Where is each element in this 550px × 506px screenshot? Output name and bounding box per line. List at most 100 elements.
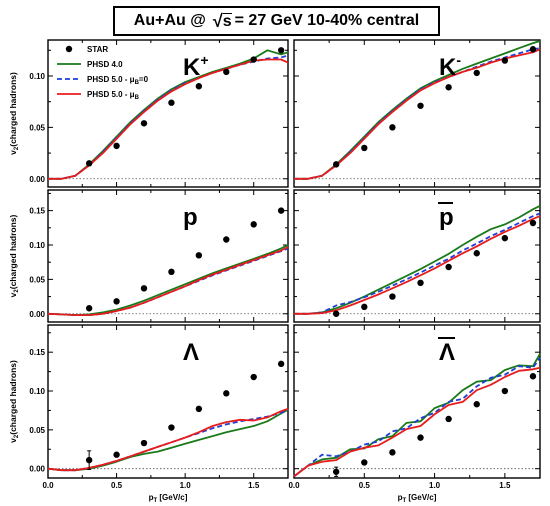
legend-label: STAR bbox=[87, 45, 108, 54]
star-data-point bbox=[501, 234, 509, 242]
x-tick-label: 0.5 bbox=[359, 481, 371, 490]
star-data-point bbox=[113, 298, 120, 305]
particle-charge: + bbox=[200, 52, 208, 68]
star-data-point bbox=[250, 373, 257, 381]
panel-p: 0.00 0.05 0.10 0.15 v2(charged hadrons) p bbox=[8, 189, 289, 323]
x-tick-label: 1.5 bbox=[248, 481, 260, 490]
legend-label: PHSD 5.0 - μB bbox=[87, 90, 140, 101]
y-tick-label: 0.15 bbox=[29, 207, 45, 216]
series-line-phsd-5-0-b bbox=[294, 48, 541, 180]
panel-frame bbox=[293, 189, 541, 323]
star-data-point bbox=[445, 415, 452, 423]
star-data-point bbox=[473, 250, 480, 257]
series-line-phsd-5-0-b-0 bbox=[47, 247, 289, 317]
panel-Lambda: 0.00 0.05 0.10 0.15 v2(charged hadrons) Λ 0.0 0… bbox=[8, 324, 289, 504]
x-tick-label: 0.0 bbox=[42, 481, 54, 490]
x-tick-label: 1.0 bbox=[429, 481, 441, 490]
y-tick-label: 0.00 bbox=[29, 310, 45, 319]
series-line-phsd-4-0 bbox=[47, 244, 289, 317]
star-data-point bbox=[277, 207, 285, 214]
y-tick-label: 0.00 bbox=[29, 465, 45, 474]
panel-frame bbox=[47, 324, 289, 479]
particle-label: p bbox=[439, 204, 454, 231]
star-data-point bbox=[417, 279, 424, 287]
y-tick-label: 0.05 bbox=[29, 426, 45, 435]
series-line-phsd-5-0-b bbox=[48, 58, 289, 180]
series-line-phsd-5-0-b bbox=[47, 246, 289, 317]
star-data-point bbox=[389, 124, 396, 131]
star-data-point bbox=[223, 68, 230, 76]
y-tick-label: 0.10 bbox=[29, 72, 45, 81]
star-data-point bbox=[113, 142, 120, 150]
star-data-point bbox=[389, 293, 396, 300]
star-data-point bbox=[85, 160, 93, 167]
star-data-point bbox=[361, 303, 368, 311]
particle-charge: - bbox=[456, 52, 461, 68]
x-tick-label: 0.0 bbox=[288, 481, 300, 490]
star-data-point bbox=[85, 305, 93, 312]
panel-frame bbox=[47, 189, 289, 323]
star-data-point bbox=[223, 390, 230, 397]
star-data-point bbox=[361, 459, 368, 466]
series-line-phsd-4-0 bbox=[48, 49, 289, 180]
star-data-point bbox=[389, 449, 396, 456]
star-data-point bbox=[529, 219, 537, 227]
y-tick-label: 0.10 bbox=[29, 241, 45, 250]
star-data-point bbox=[417, 102, 424, 109]
x-axis-label: pT [GeV/c] bbox=[149, 493, 188, 504]
star-data-point bbox=[473, 401, 480, 408]
particle-label: Λ bbox=[183, 339, 199, 366]
x-tick-label: 1.5 bbox=[499, 481, 511, 490]
series-line-phsd-5-0-b-0 bbox=[293, 357, 541, 478]
star-data-point bbox=[168, 424, 175, 431]
star-data-point bbox=[168, 99, 175, 106]
panel-p-bar: p bbox=[293, 189, 541, 323]
star-data-point bbox=[195, 252, 203, 259]
star-data-point bbox=[277, 47, 285, 54]
star-data-point bbox=[168, 268, 175, 276]
series-line-phsd-5-0-b bbox=[293, 366, 541, 478]
title-sqrt-var: s bbox=[222, 13, 232, 30]
y-axis-label: v2(charged hadrons) bbox=[8, 360, 20, 443]
star-data-point bbox=[223, 236, 230, 243]
star-data-point bbox=[195, 405, 203, 413]
star-data-point bbox=[195, 83, 203, 90]
series-line-phsd-5-0-b-0 bbox=[48, 54, 289, 180]
star-data-point bbox=[529, 46, 537, 53]
series-line-phsd-5-0-b-0 bbox=[47, 408, 289, 472]
particle-label: p bbox=[183, 204, 198, 231]
star-data-point bbox=[445, 263, 452, 271]
y-axis-label: v2(charged hadrons) bbox=[8, 72, 20, 155]
panel-frame bbox=[47, 39, 289, 188]
series-line-phsd-5-0-b bbox=[294, 215, 541, 315]
star-data-point bbox=[361, 144, 368, 152]
star-data-point bbox=[140, 120, 148, 127]
series-line-phsd-5-0-b-0 bbox=[294, 212, 541, 315]
panel-frame bbox=[293, 39, 541, 188]
series-line-phsd-4-0 bbox=[293, 353, 541, 478]
legend: STAR PHSD 4.0 PHSD 5.0 - μB=0 PHSD 5.0 - μB bbox=[57, 45, 149, 101]
y-tick-label: 0.00 bbox=[29, 175, 45, 184]
legend-label: PHSD 4.0 bbox=[87, 60, 123, 69]
panel-K-: K- bbox=[293, 39, 541, 188]
particle-label: K- bbox=[439, 52, 461, 81]
star-data-point bbox=[332, 468, 340, 475]
x-axis-label: pT [GeV/c] bbox=[398, 493, 437, 504]
legend-marker bbox=[65, 45, 73, 53]
title-suffix: = 27 GeV 10-40% central bbox=[234, 12, 420, 29]
star-data-point bbox=[113, 451, 120, 458]
star-data-point bbox=[85, 456, 93, 464]
star-data-point bbox=[417, 434, 424, 441]
star-data-point bbox=[250, 56, 257, 63]
y-tick-label: 0.15 bbox=[29, 348, 45, 357]
star-data-point bbox=[332, 161, 340, 168]
y-tick-label: 0.05 bbox=[29, 123, 45, 132]
star-data-point bbox=[332, 310, 340, 317]
chart-title: Au+Au @ √ s = 27 GeV 10-40% central bbox=[113, 6, 440, 36]
series-line-phsd-4-0 bbox=[294, 204, 541, 315]
title-prefix: Au+Au @ bbox=[133, 12, 206, 29]
series-line-phsd-5-0-b bbox=[47, 408, 289, 472]
star-data-point bbox=[140, 285, 148, 292]
